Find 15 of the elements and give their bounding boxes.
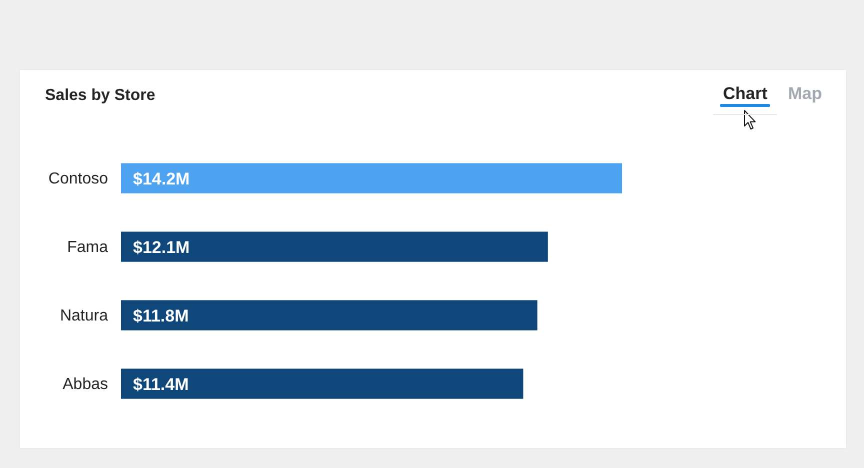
y-tick-label: Contoso <box>48 170 108 188</box>
text: Map <box>788 84 822 104</box>
data-label: $11.8M <box>133 306 189 326</box>
bar <box>121 163 622 194</box>
text: Chart <box>723 84 768 104</box>
y-tick-label: Natura <box>60 307 108 324</box>
y-tick-label: Abbas <box>62 376 108 393</box>
bar <box>121 300 538 330</box>
chart-title: Sales by Store <box>45 87 156 104</box>
bar <box>121 232 548 262</box>
data-label: $14.2M <box>133 169 190 188</box>
data-label: $11.4M <box>133 374 189 394</box>
y-tick-label: Fama <box>67 238 108 256</box>
data-label: $12.1M <box>133 238 190 257</box>
bar <box>121 368 524 399</box>
